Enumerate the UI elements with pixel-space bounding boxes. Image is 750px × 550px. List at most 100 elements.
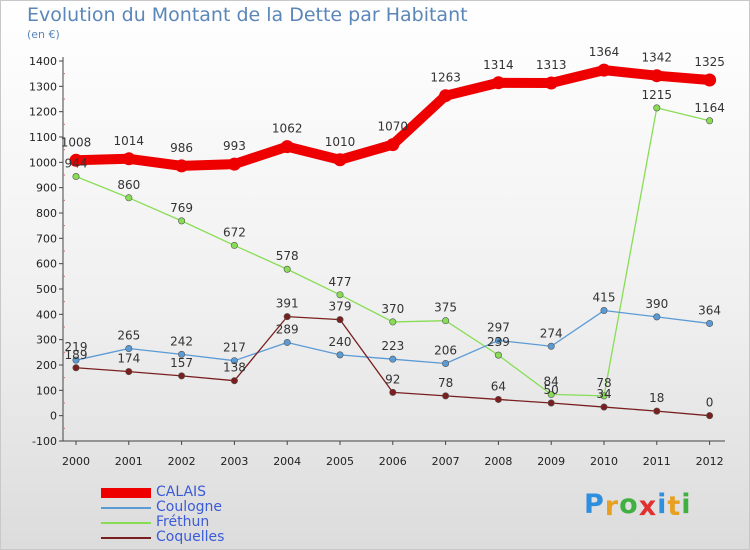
y-tick-label: -100 bbox=[32, 435, 57, 448]
x-tick-label: 2000 bbox=[62, 455, 90, 468]
data-label: 1263 bbox=[430, 71, 461, 85]
chart-unit-label: (en €) bbox=[27, 28, 60, 41]
data-point bbox=[230, 357, 238, 365]
logo-letter: i bbox=[657, 489, 668, 520]
data-point bbox=[72, 364, 80, 372]
data-point bbox=[125, 368, 133, 376]
data-label: 1070 bbox=[378, 120, 409, 134]
data-label: 1215 bbox=[642, 88, 673, 102]
data-label: 92 bbox=[385, 372, 400, 386]
data-label: 993 bbox=[223, 139, 246, 153]
proxiti-logo: Proxiti bbox=[584, 489, 692, 522]
y-tick-label: 900 bbox=[36, 182, 57, 195]
x-tick-label: 2010 bbox=[590, 455, 618, 468]
data-point bbox=[547, 399, 555, 407]
data-point bbox=[122, 152, 136, 166]
data-point bbox=[706, 117, 714, 125]
data-point bbox=[442, 317, 450, 325]
data-point bbox=[600, 392, 608, 400]
x-tick-label: 2004 bbox=[273, 455, 301, 468]
data-labels: 944 860 769 672 578 477 370 375 239 84 78 1215 1164 2… bbox=[61, 45, 725, 410]
data-label: 1010 bbox=[325, 135, 356, 149]
data-point bbox=[544, 76, 558, 90]
y-tick-label: 600 bbox=[36, 258, 57, 271]
y-tick-label: 0 bbox=[50, 410, 57, 423]
data-label: 986 bbox=[170, 141, 193, 155]
data-label: 0 bbox=[706, 396, 714, 410]
data-point bbox=[227, 157, 241, 171]
data-label: 391 bbox=[276, 297, 299, 311]
y-tick-label: 200 bbox=[36, 359, 57, 372]
data-label: 50 bbox=[544, 383, 559, 397]
data-label: 379 bbox=[329, 300, 352, 314]
legend-label: Fréthun bbox=[156, 514, 210, 530]
data-label: 206 bbox=[434, 343, 457, 357]
tick-labels: -100010020030040050060070080090010001100… bbox=[29, 55, 724, 468]
data-point bbox=[69, 153, 83, 167]
data-point bbox=[72, 173, 80, 181]
data-point bbox=[125, 194, 133, 202]
legend-label: Coulogne bbox=[156, 499, 223, 515]
y-tick-label: 800 bbox=[36, 207, 57, 220]
data-point bbox=[706, 319, 714, 327]
data-point bbox=[491, 76, 505, 90]
x-tick-label: 2006 bbox=[379, 455, 407, 468]
legend-swatch bbox=[101, 507, 151, 509]
data-point bbox=[547, 342, 555, 350]
data-label: 1313 bbox=[536, 58, 567, 72]
x-tick-label: 2012 bbox=[696, 455, 724, 468]
data-label: 174 bbox=[117, 352, 140, 366]
series-points bbox=[69, 63, 717, 420]
data-label: 364 bbox=[698, 303, 721, 317]
data-point bbox=[650, 69, 664, 83]
x-tick-label: 2003 bbox=[220, 455, 248, 468]
legend-label: CALAIS bbox=[156, 484, 207, 500]
legend-item-coulogne: Coulogne bbox=[101, 499, 321, 515]
data-point bbox=[230, 377, 238, 385]
legend-item-coquelles: Coquelles bbox=[101, 529, 321, 545]
data-label: 390 bbox=[645, 297, 668, 311]
data-point bbox=[389, 355, 397, 363]
data-point bbox=[178, 372, 186, 380]
data-point bbox=[703, 73, 717, 87]
data-point bbox=[178, 217, 186, 225]
x-tick-label: 2002 bbox=[168, 455, 196, 468]
logo-letter: t bbox=[667, 491, 682, 522]
data-label: 297 bbox=[487, 320, 510, 334]
data-label: 78 bbox=[596, 376, 611, 390]
y-tick-label: 1200 bbox=[29, 106, 57, 119]
y-tick-label: 700 bbox=[36, 232, 57, 245]
data-point bbox=[597, 63, 611, 77]
legend-item-calais: CALAIS bbox=[101, 484, 321, 500]
data-label: 84 bbox=[544, 374, 559, 388]
legend-swatch bbox=[101, 488, 151, 498]
y-tick-label: 1100 bbox=[29, 131, 57, 144]
data-point bbox=[283, 265, 291, 273]
data-label: 274 bbox=[540, 326, 563, 340]
data-label: 217 bbox=[223, 341, 246, 355]
logo-letter: i bbox=[681, 489, 692, 520]
y-tick-label: 100 bbox=[36, 384, 57, 397]
data-point bbox=[175, 159, 189, 173]
x-tick-label: 2011 bbox=[643, 455, 671, 468]
data-label: 265 bbox=[117, 329, 140, 343]
data-point bbox=[439, 89, 453, 103]
data-label: 289 bbox=[276, 322, 299, 336]
data-label: 18 bbox=[649, 391, 664, 405]
data-label: 1008 bbox=[61, 135, 92, 149]
y-tick-label: 400 bbox=[36, 308, 57, 321]
data-label: 944 bbox=[65, 157, 88, 171]
data-label: 1014 bbox=[114, 134, 145, 148]
data-label: 219 bbox=[65, 340, 88, 354]
data-label: 370 bbox=[381, 302, 404, 316]
data-point bbox=[442, 392, 450, 400]
data-label: 34 bbox=[596, 387, 611, 401]
legend-item-fréthun: Fréthun bbox=[101, 514, 321, 530]
data-point bbox=[72, 356, 80, 364]
data-label: 578 bbox=[276, 249, 299, 263]
data-label: 1314 bbox=[483, 58, 514, 72]
data-point bbox=[386, 138, 400, 152]
logo-letter: o bbox=[619, 489, 639, 520]
